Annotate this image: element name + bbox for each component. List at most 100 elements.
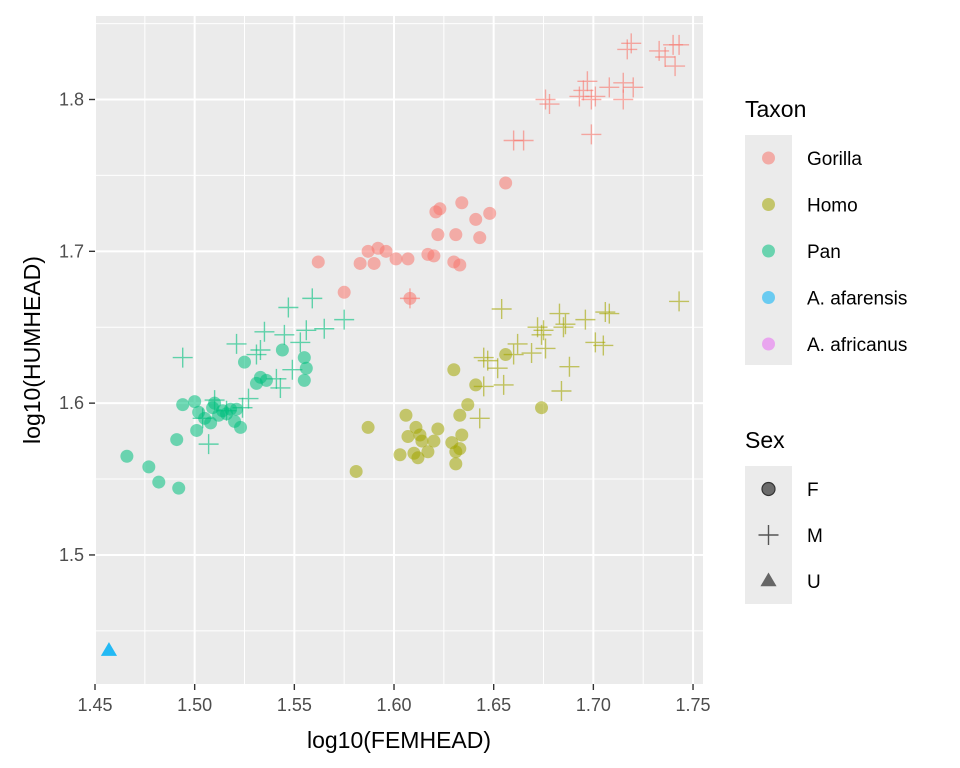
legend-taxon-key <box>762 291 775 304</box>
x-axis-title: log10(FEMHEAD) <box>307 727 491 753</box>
data-point <box>296 320 317 341</box>
data-point <box>655 46 676 67</box>
data-point <box>599 303 620 324</box>
data-point <box>473 347 494 368</box>
data-point <box>421 445 435 459</box>
data-point <box>453 408 467 422</box>
data-point <box>581 89 602 110</box>
data-point <box>411 451 425 465</box>
data-point <box>539 94 560 115</box>
legend-taxon-key <box>762 337 775 351</box>
data-point <box>367 256 381 270</box>
x-tick-label: 1.75 <box>676 695 711 715</box>
grid-minor <box>95 16 703 684</box>
data-point <box>473 231 487 245</box>
legend-taxon-items: Gorilla Homo Pan A. afarensis A. africanus <box>762 149 907 356</box>
data-point <box>238 388 259 409</box>
legend-taxon-label: A. africanus <box>807 335 907 356</box>
data-point <box>334 309 355 330</box>
data-point <box>190 423 204 437</box>
data-point <box>361 420 375 434</box>
legend-sex-key <box>761 481 776 497</box>
legend-taxon-label: Homo <box>807 196 858 217</box>
x-tick-label: 1.65 <box>476 695 511 715</box>
data-point <box>282 359 303 380</box>
data-point <box>593 335 614 356</box>
data-point <box>311 255 325 269</box>
data-point <box>483 206 497 220</box>
data-point <box>669 291 690 312</box>
data-point <box>238 355 252 369</box>
data-point <box>389 252 403 266</box>
data-point <box>379 244 393 258</box>
x-tick-label: 1.55 <box>277 695 312 715</box>
y-tick-label: 1.7 <box>59 241 84 261</box>
data-point <box>353 256 367 270</box>
data-point <box>573 80 594 101</box>
data-point <box>455 428 469 442</box>
y-tick-label: 1.8 <box>59 90 84 110</box>
data-point <box>399 408 413 422</box>
x-tick-label: 1.50 <box>177 695 212 715</box>
legend-taxon-key <box>762 198 775 211</box>
data-point <box>449 228 463 242</box>
data-point <box>469 408 490 429</box>
data-point <box>188 395 202 409</box>
data-point <box>290 332 311 353</box>
data-point <box>431 422 445 436</box>
legend-sex-key <box>758 525 779 545</box>
legend-sex: Sex F M U <box>745 427 823 604</box>
data-point <box>493 374 514 395</box>
data-point <box>613 89 634 110</box>
data-point <box>553 317 574 338</box>
plot-panel <box>95 16 703 684</box>
data-point <box>453 258 467 272</box>
data-point <box>399 288 420 309</box>
grid-major <box>94 16 703 684</box>
data-point <box>176 398 190 412</box>
data-point <box>302 288 323 309</box>
data-point <box>533 320 554 341</box>
data-point <box>142 460 156 474</box>
data-point <box>172 347 193 368</box>
y-tick-label: 1.6 <box>59 393 84 413</box>
data-point <box>455 196 469 210</box>
legend-sex-label: F <box>807 480 819 501</box>
data-point <box>575 309 596 330</box>
data-point <box>469 212 483 226</box>
data-point <box>595 302 616 323</box>
data-point <box>499 176 513 190</box>
x-tick-label: 1.60 <box>376 695 411 715</box>
data-point <box>275 343 289 357</box>
data-point <box>401 430 415 444</box>
data-point <box>297 373 311 387</box>
data-point <box>473 376 494 397</box>
data-point <box>427 434 441 448</box>
data-point <box>599 77 620 98</box>
data-point <box>447 363 461 377</box>
data-point <box>361 244 375 258</box>
data-point <box>274 324 295 345</box>
data-point <box>577 71 598 92</box>
data-point <box>585 86 606 107</box>
data-point <box>278 297 299 318</box>
y-axis-title: log10(HUMHEAD) <box>19 256 45 444</box>
data-point <box>100 642 118 656</box>
data-point <box>170 433 184 447</box>
data-point <box>415 434 429 448</box>
data-point <box>427 249 441 263</box>
legend-sex-label: M <box>807 526 823 547</box>
data-point <box>503 344 524 365</box>
data-point <box>623 77 644 98</box>
data-point <box>469 378 483 392</box>
data-points <box>100 33 690 656</box>
legend-sex-label: U <box>807 572 821 593</box>
data-point <box>314 318 335 339</box>
data-point <box>250 340 271 360</box>
data-point <box>477 350 498 371</box>
data-point <box>270 377 291 398</box>
legend-taxon-title: Taxon <box>745 96 806 122</box>
x-tick-label: 1.45 <box>77 695 112 715</box>
data-point <box>559 356 580 377</box>
data-point <box>535 401 549 415</box>
